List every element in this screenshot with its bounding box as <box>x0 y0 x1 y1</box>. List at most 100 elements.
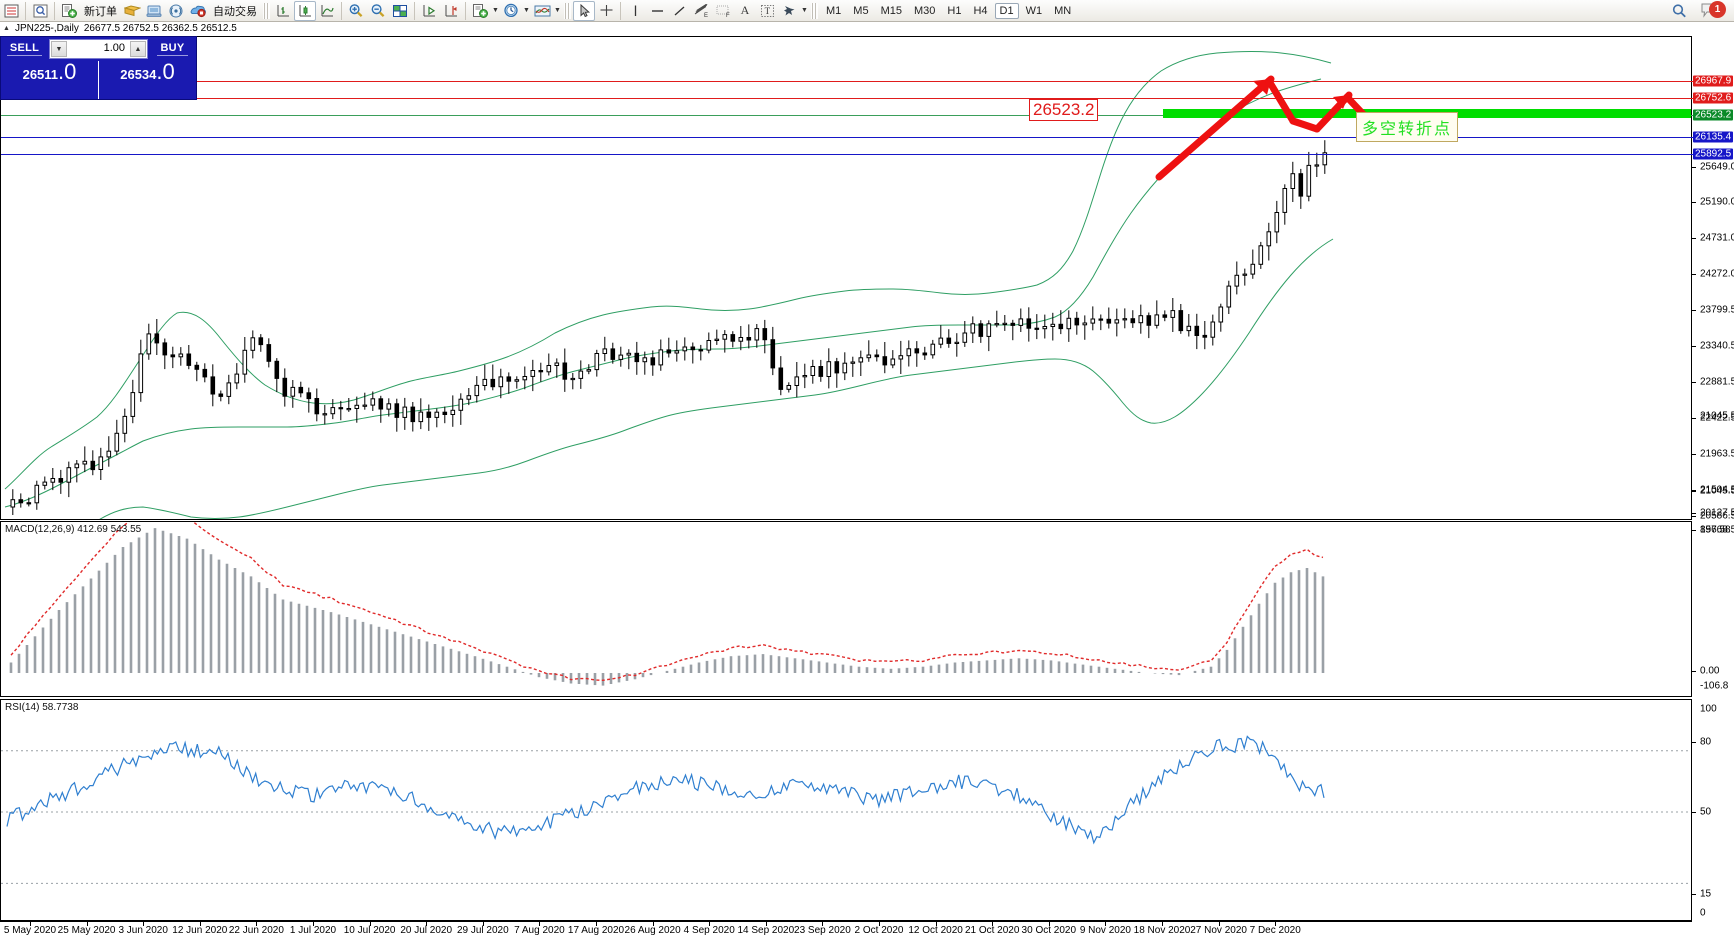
chevron-down-icon[interactable]: ▼ <box>801 7 808 14</box>
symbol-ohlc: 26677.5 26752.5 26362.5 26512.5 <box>83 23 237 34</box>
auto-trading-label[interactable]: 自动交易 <box>213 5 257 18</box>
price-tag-annotation[interactable]: 26523.2 <box>1029 99 1099 121</box>
x-tick-mark <box>652 922 654 926</box>
terminal-icon[interactable] <box>143 1 165 21</box>
macd-pane[interactable]: MACD(12,26,9) 412.69 543.55 <box>0 521 1692 697</box>
x-tick-label: 12 Oct 2020 <box>908 925 963 936</box>
timeframe-d1[interactable]: D1 <box>994 2 1019 19</box>
candlestick-series <box>10 140 1328 515</box>
channel-icon[interactable]: F <box>712 1 734 21</box>
shapes-icon[interactable] <box>778 1 800 21</box>
resistance-line-26752[interactable] <box>1 98 1693 99</box>
rsi-tick-80: 80 <box>1700 736 1712 748</box>
trade-panel-top-row: SELL ▼ 1.00 ▲ BUY <box>1 37 196 61</box>
x-tick-label: 5 May 2020 <box>3 925 57 936</box>
toolbar-divider <box>414 1 415 20</box>
folder-icon[interactable] <box>121 1 143 21</box>
chart-window[interactable]: ▲ JPN225-,Daily 26677.5 26752.5 26362.5 … <box>0 22 1734 939</box>
pivot-line-26523[interactable] <box>1 115 1693 116</box>
x-tick-mark <box>30 922 31 926</box>
price-label-25892: 25892.5 <box>1693 148 1734 160</box>
indicators-icon[interactable] <box>531 1 553 21</box>
text-label-annotation[interactable]: 多空转折点 <box>1356 112 1459 142</box>
x-tick-label: 20 Jul 2020 <box>400 925 453 936</box>
timeframe-m5[interactable]: M5 <box>853 4 869 17</box>
volume-down-icon[interactable]: ▼ <box>51 41 67 57</box>
bar-chart-icon[interactable] <box>272 1 294 21</box>
rsi-pane[interactable]: RSI(14) 58.7738 <box>0 699 1692 921</box>
buy-price[interactable]: 26534 .0 <box>99 61 196 99</box>
fibonacci-icon[interactable]: E <box>690 1 712 21</box>
x-tick-label: 7 Dec 2020 <box>1249 925 1301 936</box>
chevron-down-icon[interactable]: ▼ <box>554 7 561 14</box>
chart-shift-icon[interactable] <box>440 1 462 21</box>
volume-up-icon[interactable]: ▲ <box>130 41 146 57</box>
volume-stepper[interactable]: ▼ 1.00 ▲ <box>49 39 148 59</box>
timeframe-m1[interactable]: M1 <box>826 4 842 17</box>
list-icon[interactable] <box>0 1 22 21</box>
support-line-25892[interactable] <box>1 154 1693 155</box>
zoom-out-icon[interactable] <box>367 1 389 21</box>
price-y-axis-lower: 21045.5 <box>1692 36 1734 520</box>
collapse-icon[interactable]: ▲ <box>3 25 10 32</box>
x-tick-mark <box>1218 922 1220 926</box>
y-tick: 21045.5 <box>1700 485 1734 497</box>
cursor-icon[interactable] <box>573 0 595 21</box>
timeframe-h1[interactable]: H1 <box>947 4 962 17</box>
x-tick-mark <box>143 922 145 926</box>
price-y-axis[interactable]: 26967.9 26752.6 26523.2 26135.4 25892.5 … <box>1692 36 1734 520</box>
resistance-line-26967[interactable] <box>1 81 1693 82</box>
auto-scroll-icon[interactable] <box>418 1 440 21</box>
x-tick-label: 7 Aug 2020 <box>514 925 565 936</box>
sell-button[interactable]: SELL <box>1 37 48 61</box>
price-pane[interactable]: 26523.2 多空转折点 <box>0 36 1693 520</box>
macd-tick-min: -106.8 <box>1700 680 1729 692</box>
timeframe-w1[interactable]: W1 <box>1025 4 1043 17</box>
template-icon[interactable] <box>469 1 491 21</box>
expert-advisor-icon[interactable] <box>187 1 209 21</box>
sell-price[interactable]: 26511 .0 <box>1 61 98 99</box>
support-line-26135[interactable] <box>1 137 1693 138</box>
new-order-icon[interactable] <box>58 1 80 21</box>
x-axis: 5 May 2020 25 May 2020 3 Jun 2020 12 Jun 20… <box>0 921 1692 940</box>
magnifier-chart-icon[interactable] <box>29 1 51 21</box>
x-tick-label: 4 Sep 2020 <box>683 925 735 936</box>
x-tick-mark <box>199 922 201 926</box>
trendline-icon[interactable] <box>668 1 690 21</box>
notification-icon[interactable]: 1 <box>1700 0 1726 20</box>
line-chart-icon[interactable] <box>316 1 338 21</box>
y-tick: 25649.0 <box>1700 161 1734 173</box>
period-icon[interactable] <box>500 1 522 21</box>
horizontal-line-icon[interactable] <box>646 1 668 21</box>
text-label-icon[interactable]: T <box>756 1 778 21</box>
candlestick-chart-icon[interactable] <box>294 0 316 21</box>
sell-price-dec: .0 <box>58 59 77 84</box>
symbol-bar: ▲ JPN225-,Daily 26677.5 26752.5 26362.5 … <box>0 22 1734 35</box>
one-click-trading-panel[interactable]: SELL ▼ 1.00 ▲ BUY 26511 .0 26534 .0 <box>0 36 197 100</box>
timeframe-mn[interactable]: MN <box>1054 4 1072 17</box>
timeframe-h4[interactable]: H4 <box>973 4 988 17</box>
chevron-down-icon[interactable]: ▼ <box>523 7 530 14</box>
y-tick: 23799.5 <box>1700 304 1734 316</box>
toolbar-divider <box>341 1 342 20</box>
x-tick-mark <box>596 922 597 926</box>
timeframe-m15[interactable]: M15 <box>880 4 902 17</box>
signals-icon[interactable] <box>165 1 187 21</box>
timeframe-m30[interactable]: M30 <box>913 4 936 17</box>
search-icon[interactable] <box>1668 1 1690 21</box>
new-order-label[interactable]: 新订单 <box>84 5 117 18</box>
buy-label: BUY <box>157 42 188 56</box>
crosshair-icon[interactable] <box>595 1 617 21</box>
svg-text:T: T <box>764 6 770 16</box>
x-tick-mark <box>86 922 88 926</box>
rsi-y-axis: 100 80 50 15 0 <box>1692 699 1734 921</box>
x-tick-label: 25 May 2020 <box>57 925 116 936</box>
text-icon[interactable]: A <box>740 3 750 17</box>
grid-icon[interactable] <box>389 1 411 21</box>
volume-value[interactable]: 1.00 <box>103 42 125 54</box>
vertical-line-icon[interactable] <box>624 1 646 21</box>
zoom-in-icon[interactable] <box>345 1 367 21</box>
chevron-down-icon[interactable]: ▼ <box>492 7 499 14</box>
x-tick-mark <box>935 922 937 926</box>
buy-button[interactable]: BUY <box>149 37 196 61</box>
